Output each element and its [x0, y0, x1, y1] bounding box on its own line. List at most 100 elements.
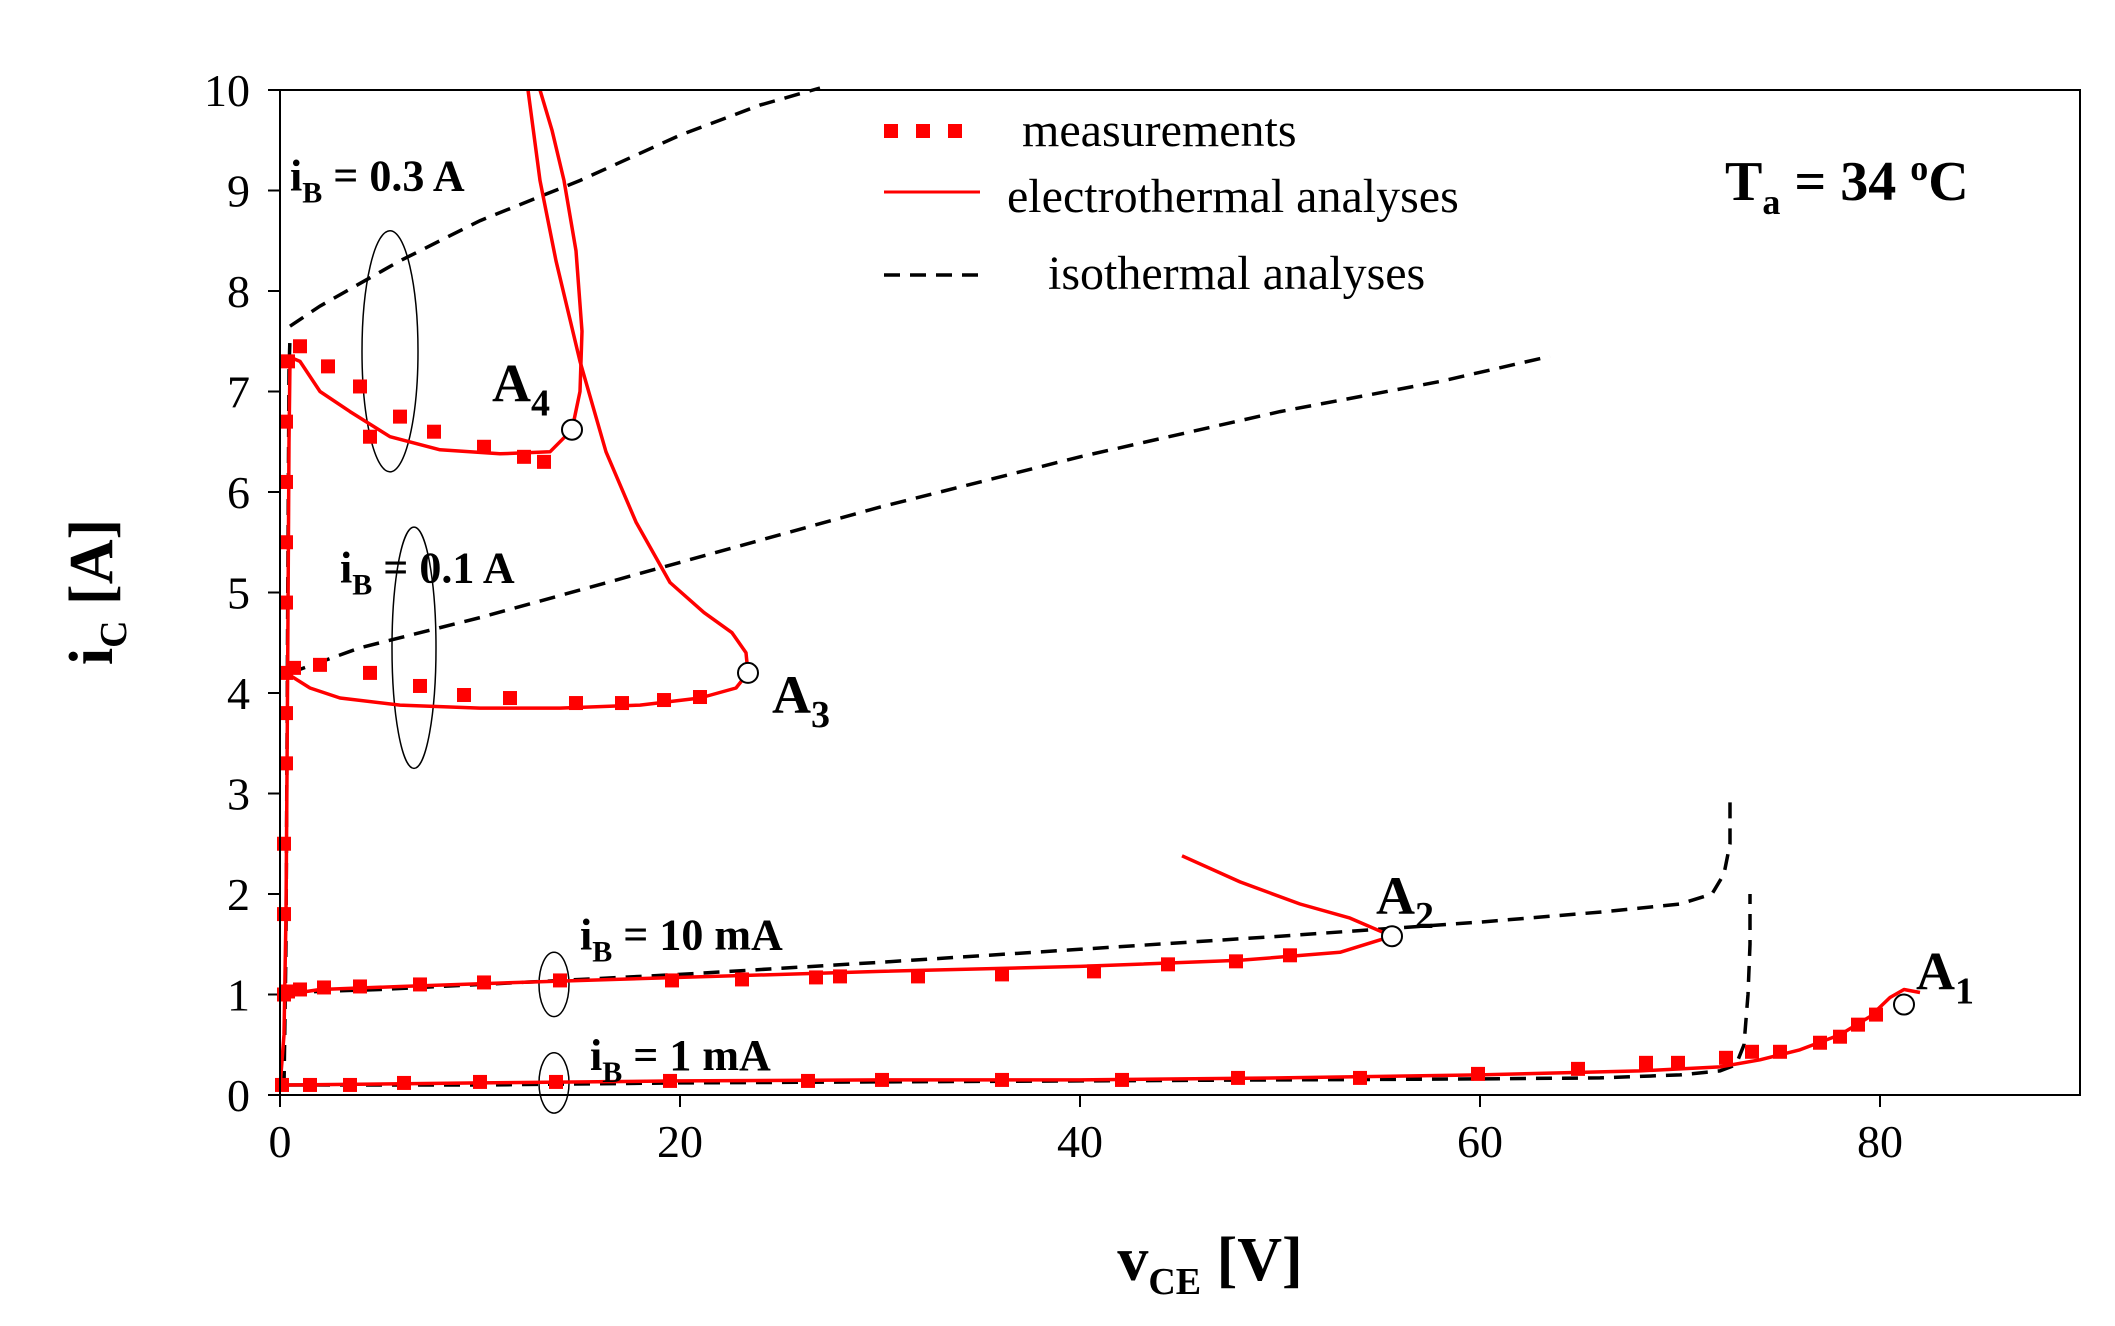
measurement-point-59	[1353, 1070, 1367, 1085]
measurement-point-53	[663, 1073, 677, 1088]
measurement-point-50	[397, 1075, 411, 1090]
measurement-point-24	[413, 678, 427, 693]
measurement-point-40	[809, 970, 823, 985]
point-label-A3: A3	[772, 665, 830, 736]
measurement-point-58	[1231, 1070, 1245, 1085]
electrothermal-curve-2	[538, 89, 584, 431]
measurement-point-61	[1571, 1061, 1585, 1076]
operating-points: A4 A3 A2 A1	[492, 354, 1974, 1016]
measurement-series	[275, 339, 1883, 1092]
measurement-point-27	[569, 696, 583, 711]
axis-ticks	[268, 89, 1881, 1107]
measurement-point-65	[1745, 1044, 1759, 1059]
measurement-point-48	[303, 1077, 317, 1092]
measurement-point-21	[287, 660, 301, 675]
x-tick-label-0: 0	[269, 1116, 292, 1167]
measurement-point-20	[537, 454, 551, 469]
y-axis-title: iC [A]	[58, 519, 135, 665]
point-marker-A1	[1893, 993, 1915, 1016]
curve-ellipse-2	[538, 951, 570, 1018]
measurement-point-63	[1671, 1055, 1685, 1070]
measurement-point-37	[553, 973, 567, 988]
measurement-point-45	[1161, 957, 1175, 972]
y-tick-label-2: 2	[227, 869, 250, 920]
measurement-point-26	[503, 691, 517, 706]
y-tick-labels: 0 1 2 3 4 5 6 7 8 9 10	[204, 65, 250, 1121]
measurement-point-43	[995, 967, 1009, 982]
x-tick-label-3: 60	[1457, 1116, 1503, 1167]
point-label-A1: A1	[1916, 941, 1974, 1012]
measurement-point-9	[279, 474, 293, 489]
measurement-point-32	[293, 982, 307, 997]
measurement-point-10	[279, 414, 293, 429]
curve-ellipse-1	[391, 526, 437, 770]
measurement-point-38	[665, 973, 679, 988]
measurement-point-42	[911, 969, 925, 984]
temperature-label: Ta = 34 oC	[1725, 148, 1969, 222]
measurement-point-47	[1283, 948, 1297, 963]
legend-marker-3	[948, 124, 962, 138]
legend-measurements-label: measurements	[1022, 104, 1297, 157]
plot-frame	[279, 89, 2081, 1096]
isothermal-curve-1	[289, 86, 821, 328]
y-tick-label-6: 6	[227, 467, 250, 518]
curve-label-2: iB = 10 mA	[580, 910, 783, 968]
legend-marker-1	[884, 124, 898, 138]
y-tick-label-4: 4	[227, 668, 250, 719]
measurement-point-51	[473, 1074, 487, 1089]
measurement-point-4	[279, 756, 293, 771]
x-tick-label-1: 20	[657, 1116, 703, 1167]
measurement-point-60	[1471, 1066, 1485, 1081]
isothermal-curve-4	[288, 894, 1752, 1087]
measurement-point-70	[1869, 1007, 1883, 1022]
measurement-point-17	[427, 424, 441, 439]
curve-ellipse-0	[361, 229, 419, 473]
measurement-point-31	[281, 984, 295, 999]
measurement-point-69	[1851, 1017, 1865, 1032]
measurement-point-56	[995, 1072, 1009, 1087]
point-label-A4: A4	[492, 354, 550, 425]
measurement-point-12	[293, 339, 307, 354]
measurement-point-8	[279, 535, 293, 550]
plot-background	[280, 90, 2080, 1095]
measurement-point-14	[353, 379, 367, 394]
measurement-point-54	[801, 1073, 815, 1088]
isothermal-curve-2	[289, 354, 1551, 675]
measurement-point-34	[353, 979, 367, 994]
x-axis-title: vCE [V]	[1117, 1226, 1302, 1303]
measurement-point-30	[693, 690, 707, 705]
legend-marker-2	[916, 124, 930, 138]
y-tick-label-5: 5	[227, 568, 250, 619]
measurement-point-66	[1773, 1044, 1787, 1059]
y-tick-label-0: 0	[227, 1070, 250, 1121]
legend: measurements electrothermal analyses iso…	[884, 104, 1459, 300]
measurement-point-35	[413, 977, 427, 992]
measurement-point-11	[281, 354, 295, 369]
curve-label-3: iB = 1 mA	[590, 1031, 771, 1089]
measurement-point-41	[833, 969, 847, 984]
point-marker-A3	[737, 661, 759, 684]
measurement-point-7	[279, 595, 293, 610]
y-tick-label-10: 10	[204, 65, 250, 116]
measurement-point-13	[321, 359, 335, 374]
measurement-point-0	[275, 1077, 289, 1092]
measurement-point-64	[1719, 1050, 1733, 1065]
measurement-point-67	[1813, 1035, 1827, 1050]
x-tick-labels: 0 20 40 60 80	[269, 1116, 1904, 1167]
measurement-point-44	[1087, 964, 1101, 979]
electrothermal-curve-3	[526, 89, 750, 674]
measurement-point-39	[735, 972, 749, 987]
electrothermal-curve-1	[287, 354, 574, 456]
legend-isothermal-label: isothermal analyses	[1048, 247, 1425, 300]
measurement-point-62	[1639, 1055, 1653, 1070]
electrothermal-curve-0	[278, 361, 292, 1088]
legend-electrothermal-label: electrothermal analyses	[1007, 170, 1459, 223]
y-tick-label-1: 1	[227, 970, 250, 1021]
y-tick-label-3: 3	[227, 769, 250, 820]
x-tick-label-2: 40	[1057, 1116, 1103, 1167]
measurement-point-55	[875, 1072, 889, 1087]
point-label-A2: A2	[1376, 866, 1434, 937]
measurement-point-23	[363, 665, 377, 680]
measurement-point-28	[615, 696, 629, 711]
